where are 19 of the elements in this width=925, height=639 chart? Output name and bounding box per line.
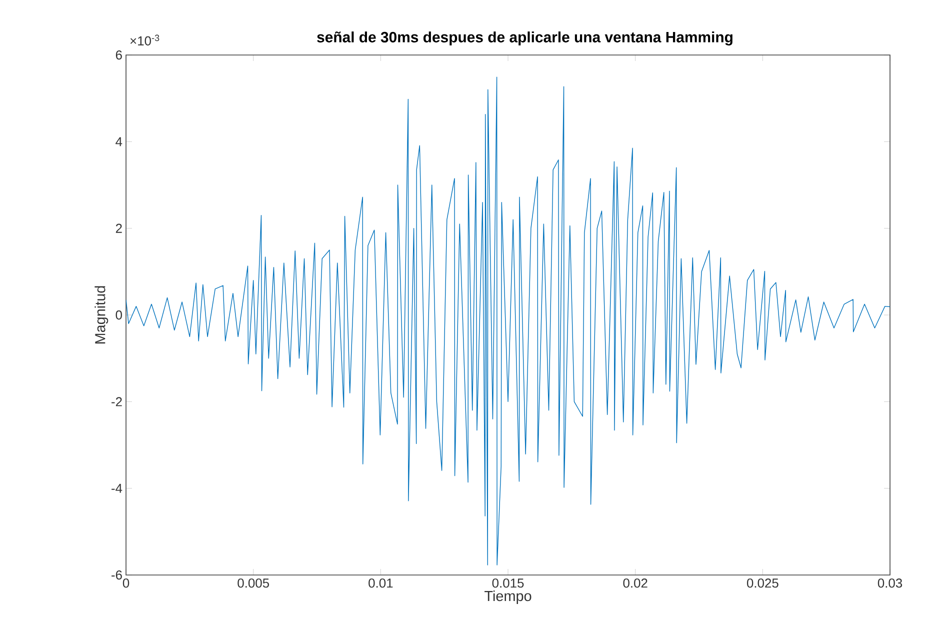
y-tick-label: -6 [112,570,122,580]
x-tick-label: 0.01 [368,578,393,588]
x-tick-label: 0.015 [492,578,524,588]
y-tick-label: 4 [116,137,122,146]
y-tick-label: 2 [116,224,122,233]
x-tick-label: 0.03 [878,578,902,588]
y-axis-title: Magnitud [94,286,108,344]
text: ×10$^{-3}$ [130,34,160,46]
x-tick-label: 0.025 [746,578,778,588]
line-series [126,76,890,566]
y-tick-label: 0 [116,310,122,320]
x-tick-label: 0.02 [623,578,648,588]
x-tick-label: 0.005 [238,578,269,588]
chart-title: señal de 30ms despues de aplicarle una ventana Hamming [317,31,732,46]
y-tick-label: -4 [112,484,122,493]
x-axis-title: Tiempo [484,590,532,604]
y-tick-label: 6 [116,50,122,60]
y-tick-label: -2 [112,397,122,406]
x-tick-label: 0 [122,578,130,588]
